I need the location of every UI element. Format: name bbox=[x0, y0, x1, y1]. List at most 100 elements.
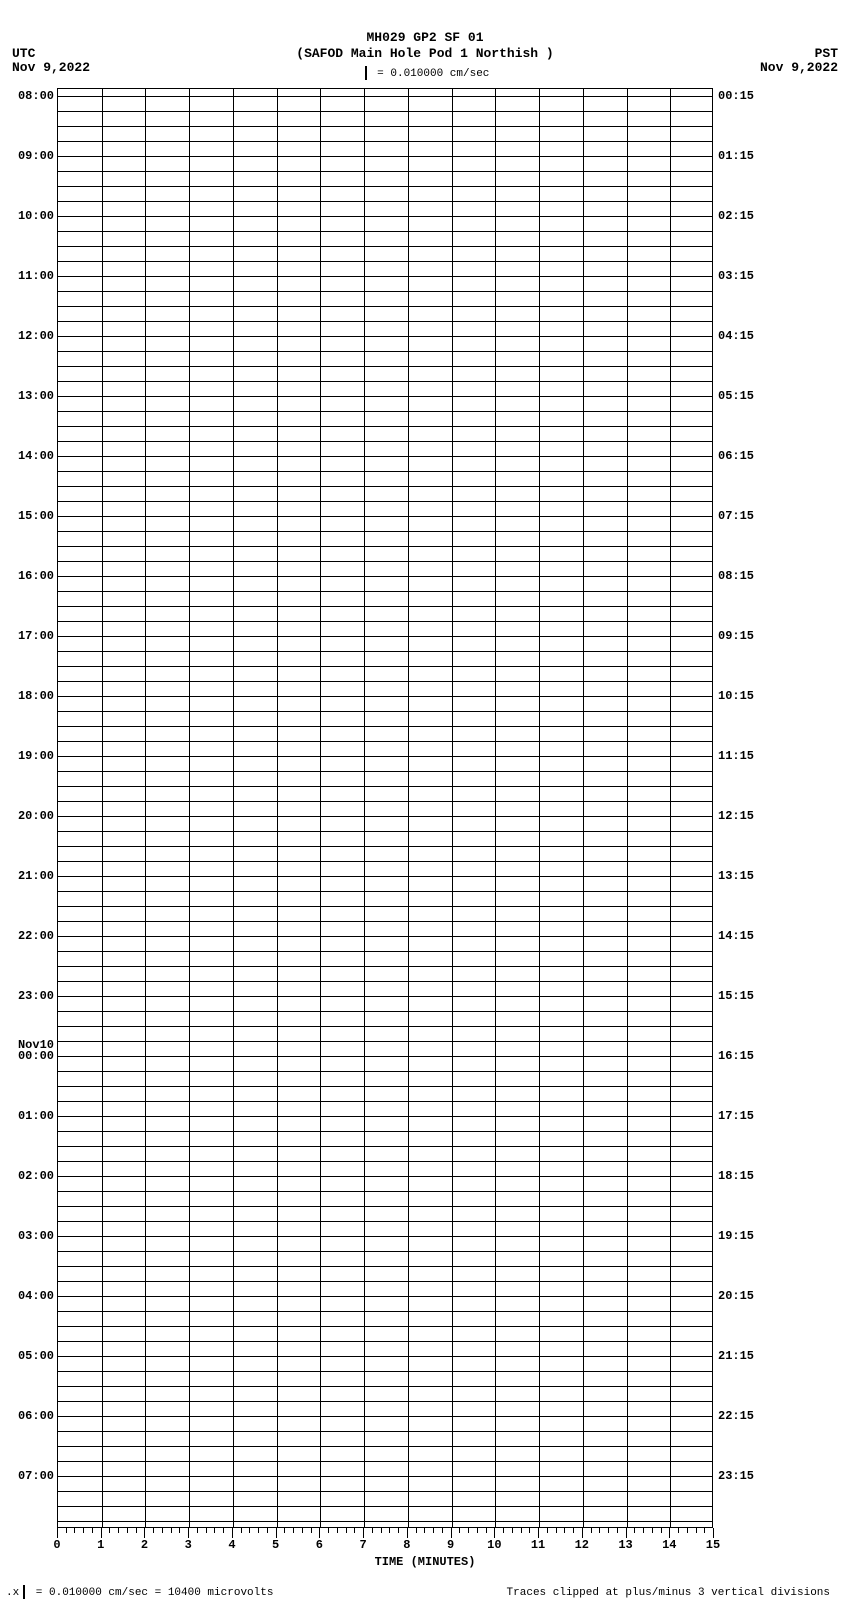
pst-time-label: 09:15 bbox=[718, 629, 754, 643]
x-tick-label: 8 bbox=[403, 1538, 410, 1552]
trace-baseline bbox=[58, 1386, 712, 1387]
utc-time-label: 18:00 bbox=[18, 689, 54, 703]
pst-time-label: 21:15 bbox=[718, 1349, 754, 1363]
x-tick-minor bbox=[573, 1528, 574, 1533]
x-tick-label: 5 bbox=[272, 1538, 279, 1552]
x-tick-minor bbox=[171, 1528, 172, 1533]
trace-baseline bbox=[58, 1191, 712, 1192]
x-tick-minor bbox=[617, 1528, 618, 1533]
utc-date-label: Nov10 bbox=[18, 1038, 54, 1052]
utc-time-label: 21:00 bbox=[18, 869, 54, 883]
trace-baseline bbox=[58, 1011, 712, 1012]
utc-time-label: 12:00 bbox=[18, 329, 54, 343]
trace-baseline bbox=[58, 726, 712, 727]
utc-time-label: 17:00 bbox=[18, 629, 54, 643]
x-tick-minor bbox=[346, 1528, 347, 1533]
pst-time-label: 16:15 bbox=[718, 1049, 754, 1063]
pst-time-label: 03:15 bbox=[718, 269, 754, 283]
x-tick-minor bbox=[643, 1528, 644, 1533]
trace-baseline bbox=[58, 1281, 712, 1282]
x-tick-minor bbox=[302, 1528, 303, 1533]
trace-baseline bbox=[58, 1371, 712, 1372]
x-tick-minor bbox=[424, 1528, 425, 1533]
trace-baseline bbox=[58, 576, 712, 577]
trace-baseline bbox=[58, 441, 712, 442]
trace-baseline bbox=[58, 261, 712, 262]
trace-baseline bbox=[58, 456, 712, 457]
timezone-left: UTC bbox=[12, 46, 35, 61]
x-tick-minor bbox=[241, 1528, 242, 1533]
trace-baseline bbox=[58, 1356, 712, 1357]
trace-baseline bbox=[58, 486, 712, 487]
chart-title: MH029 GP2 SF 01 bbox=[0, 30, 850, 45]
trace-baseline bbox=[58, 246, 712, 247]
utc-time-label: 16:00 bbox=[18, 569, 54, 583]
trace-baseline bbox=[58, 996, 712, 997]
utc-time-label: 02:00 bbox=[18, 1169, 54, 1183]
utc-time-label: 08:00 bbox=[18, 89, 54, 103]
x-tick-major bbox=[188, 1528, 189, 1538]
x-tick-minor bbox=[687, 1528, 688, 1533]
x-tick-minor bbox=[381, 1528, 382, 1533]
x-tick-minor bbox=[109, 1528, 110, 1533]
x-tick-label: 14 bbox=[662, 1538, 676, 1552]
trace-baseline bbox=[58, 1446, 712, 1447]
x-tick-label: 2 bbox=[141, 1538, 148, 1552]
trace-baseline bbox=[58, 1296, 712, 1297]
x-tick-minor bbox=[398, 1528, 399, 1533]
x-tick-minor bbox=[337, 1528, 338, 1533]
trace-baseline bbox=[58, 381, 712, 382]
trace-baseline bbox=[58, 1101, 712, 1102]
trace-baseline bbox=[58, 1161, 712, 1162]
trace-baseline bbox=[58, 1521, 712, 1522]
trace-baseline bbox=[58, 186, 712, 187]
footer-left: .x = 0.010000 cm/sec = 10400 microvolts bbox=[6, 1585, 273, 1599]
trace-baseline bbox=[58, 1491, 712, 1492]
trace-baseline bbox=[58, 1461, 712, 1462]
trace-baseline bbox=[58, 771, 712, 772]
x-tick-minor bbox=[354, 1528, 355, 1533]
utc-time-label: 19:00 bbox=[18, 749, 54, 763]
x-tick-minor bbox=[206, 1528, 207, 1533]
pst-time-label: 05:15 bbox=[718, 389, 754, 403]
x-tick-label: 13 bbox=[618, 1538, 632, 1552]
x-tick-minor bbox=[214, 1528, 215, 1533]
x-tick-minor bbox=[512, 1528, 513, 1533]
x-tick-major bbox=[538, 1528, 539, 1538]
x-tick-minor bbox=[591, 1528, 592, 1533]
x-tick-minor bbox=[521, 1528, 522, 1533]
x-tick-major bbox=[101, 1528, 102, 1538]
x-tick-minor bbox=[416, 1528, 417, 1533]
trace-baseline bbox=[58, 1221, 712, 1222]
x-tick-minor bbox=[267, 1528, 268, 1533]
x-tick-minor bbox=[83, 1528, 84, 1533]
x-tick-major bbox=[319, 1528, 320, 1538]
pst-time-label: 02:15 bbox=[718, 209, 754, 223]
x-tick-label: 15 bbox=[706, 1538, 720, 1552]
x-tick-label: 6 bbox=[316, 1538, 323, 1552]
trace-baseline bbox=[58, 966, 712, 967]
pst-time-label: 15:15 bbox=[718, 989, 754, 1003]
x-tick-label: 11 bbox=[531, 1538, 545, 1552]
chart-subtitle: (SAFOD Main Hole Pod 1 Northish ) bbox=[0, 46, 850, 61]
trace-baseline bbox=[58, 891, 712, 892]
scale-note: = 0.010000 cm/sec bbox=[0, 66, 850, 80]
x-tick-major bbox=[582, 1528, 583, 1538]
x-tick-label: 12 bbox=[575, 1538, 589, 1552]
utc-time-label: 14:00 bbox=[18, 449, 54, 463]
x-tick-minor bbox=[258, 1528, 259, 1533]
trace-baseline bbox=[58, 216, 712, 217]
x-tick-minor bbox=[468, 1528, 469, 1533]
trace-baseline bbox=[58, 1341, 712, 1342]
trace-baseline bbox=[58, 276, 712, 277]
trace-baseline bbox=[58, 696, 712, 697]
footer-right: Traces clipped at plus/minus 3 vertical … bbox=[507, 1587, 830, 1599]
trace-baseline bbox=[58, 141, 712, 142]
trace-baseline bbox=[58, 846, 712, 847]
date-left: Nov 9,2022 bbox=[12, 60, 90, 75]
pst-time-label: 04:15 bbox=[718, 329, 754, 343]
trace-baseline bbox=[58, 306, 712, 307]
trace-baseline bbox=[58, 621, 712, 622]
trace-baseline bbox=[58, 351, 712, 352]
trace-baseline bbox=[58, 981, 712, 982]
